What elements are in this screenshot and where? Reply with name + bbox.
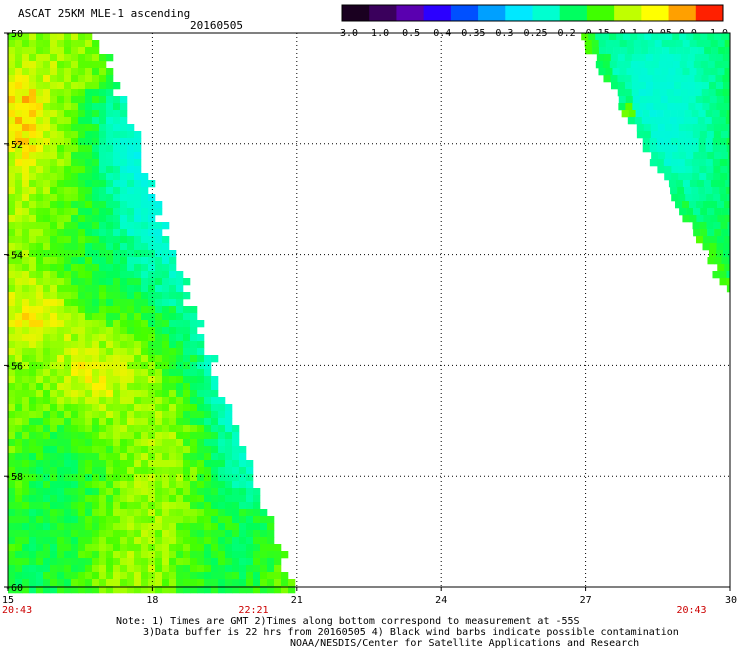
lat-label: -54: [5, 251, 23, 262]
note-line-1: Note: 1) Times are GMT 2)Times along bot…: [116, 616, 580, 627]
map-frame: [7, 32, 731, 588]
colorbar-swatch: [559, 5, 588, 21]
lon-label: 30: [725, 595, 737, 606]
colorbar-swatch: [478, 5, 506, 21]
lon-label: 27: [580, 595, 592, 606]
lat-label: -56: [5, 361, 23, 372]
colorbar-swatch: [396, 5, 425, 21]
lat-label: -60: [5, 583, 23, 594]
time-label: 20:43: [2, 605, 32, 616]
lon-label: 18: [146, 595, 158, 606]
colorbar-swatch: [641, 5, 670, 21]
lon-label: 15: [2, 595, 14, 606]
colorbar-swatch: [668, 5, 697, 21]
colorbar-swatch: [695, 5, 724, 21]
time-label: 20:43: [676, 605, 706, 616]
colorbar-swatch: [369, 5, 397, 21]
note-line-2: 3)Data buffer is 22 hrs from 20160505 4)…: [143, 627, 679, 638]
colorbar-swatch: [342, 5, 370, 21]
swath-pixels: [8, 33, 730, 594]
colorbar-swatch: [423, 5, 452, 21]
lat-label: -58: [5, 472, 23, 483]
lat-label: -52: [5, 140, 23, 151]
lat-label: -50: [5, 29, 23, 40]
colorbar-swatch: [614, 5, 642, 21]
colorbar-swatch: [586, 5, 615, 21]
colorbar-swatch: [505, 5, 533, 21]
lon-label: 21: [291, 595, 303, 606]
chart-date: 20160505: [190, 19, 243, 32]
colorbar-swatch: [450, 5, 479, 21]
time-label: 22:21: [238, 605, 268, 616]
note-line-3: NOAA/NESDIS/Center for Satellite Applica…: [290, 638, 640, 649]
lon-label: 24: [435, 595, 447, 606]
colorbar-swatch: [532, 5, 561, 21]
chart-title: ASCAT 25KM MLE-1 ascending: [18, 7, 191, 20]
